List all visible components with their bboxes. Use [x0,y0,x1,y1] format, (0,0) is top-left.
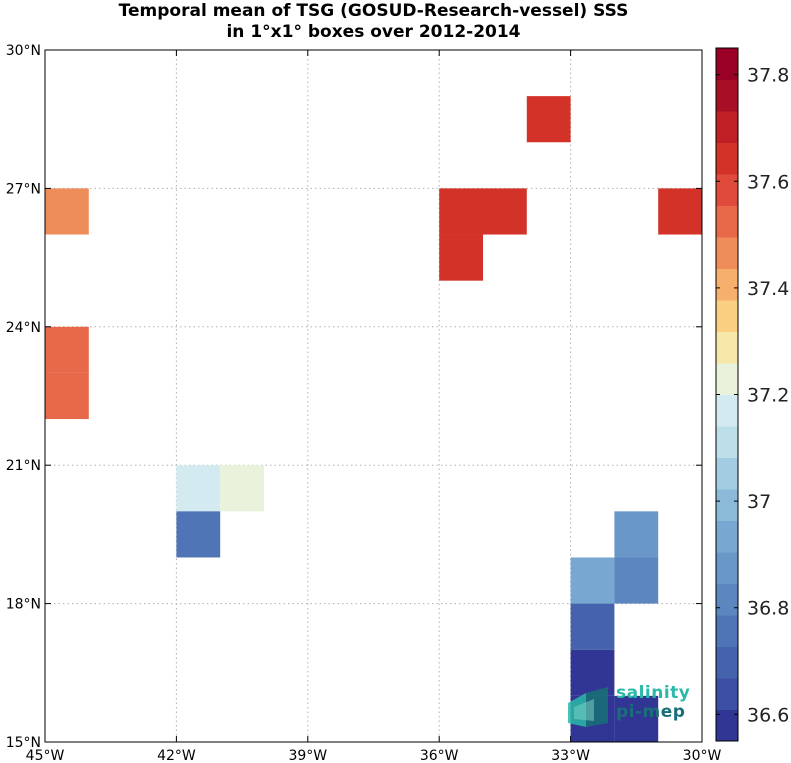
map-plot-area: 45°W 42°W 39°W 36°W 33°W 30°W 15°N 18°N 21°N 24°N… [6,43,722,763]
y-tick-label-0: 15°N [6,735,41,751]
sss-cell-14 [570,603,615,650]
y-tick-label-3: 24°N [6,320,41,336]
colorbar-segment-4 [716,583,738,616]
colorbar-segment-17 [716,174,738,206]
colorbar-segment-19 [716,111,738,143]
x-tick-label-5: 30°W [683,748,722,763]
x-tick-label-4: 33°W [551,748,590,763]
colorbar-segment-10 [716,394,738,427]
y-tick-label-5: 30°N [6,43,41,59]
logo-word-salinity: salinity [616,683,691,703]
x-tick-label-1: 42°W [157,748,196,763]
chart-title-line-2: in 1°x1° boxes over 2012-2014 [226,22,521,42]
sss-cell-17 [614,695,659,742]
sss-cell-4 [439,188,483,235]
plot-frame [44,49,703,743]
colorbar-segment-18 [716,142,738,175]
colorbar-tick-label-1: 36.8 [747,598,789,620]
colorbar-segment-13 [716,300,738,332]
colorbar-segment-7 [716,489,738,521]
colorbar-tick-label-0: 36.6 [747,704,789,726]
sss-cell-13 [614,557,659,604]
colorbar-segment-15 [716,237,738,269]
colorbar-tick-label-5: 37.6 [747,171,789,193]
colorbar-segment-16 [716,205,738,238]
colorbar-tick-label-2: 37 [747,491,771,513]
sss-cell-6 [439,234,483,281]
logo-word-pi-mep: pi-mep [616,702,686,722]
y-tick-label-4: 27°N [6,181,41,197]
salinity-pi-mep-logo: salinity pi-mep [564,683,704,731]
colorbar-segment-0 [716,709,738,742]
colorbar-segment-12 [716,331,738,364]
colorbar-segment-8 [716,457,738,490]
colorbar-segment-14 [716,268,738,301]
colorbar-tick-label-6: 37.8 [747,65,789,87]
colorbar-segment-2 [716,646,738,679]
sss-cell-9 [220,465,264,512]
sss-cell-11 [614,511,659,558]
sss-cell-12 [570,557,615,604]
colorbar-tick-label-4: 37.4 [747,278,789,300]
x-tick-label-3: 36°W [420,748,459,763]
colorbar-segment-20 [716,79,738,112]
colorbar-segment-6 [716,520,738,553]
sss-cell-1 [45,372,89,420]
sss-cell-2 [45,326,89,373]
colorbar-tick-label-3: 37.2 [747,385,789,407]
colorbar: 36.6 36.8 37 37.2 37.4 37.6 37.8 [715,47,789,742]
chart-title-line-1: Temporal mean of TSG (GOSUD-Research-ves… [118,1,629,21]
sss-cell-5 [483,188,527,235]
sss-cell-0 [45,188,89,235]
y-tick-label-2: 21°N [6,458,41,474]
logo-mark-icon [568,687,608,727]
y-tick-label-1: 18°N [6,597,41,613]
colorbar-segment-3 [716,615,738,647]
sss-cell-10 [176,511,221,558]
colorbar-segment-1 [716,678,738,710]
colorbar-segment-21 [716,48,738,80]
colorbar-segment-9 [716,426,738,458]
colorbar-segment-11 [716,363,738,395]
colorbar-segment-5 [716,552,738,584]
sss-cell-7 [658,188,702,235]
x-tick-label-2: 39°W [288,748,327,763]
sss-cell-3 [526,96,571,143]
sss-cell-8 [176,465,221,512]
x-tick-label-0: 45°W [26,748,65,763]
